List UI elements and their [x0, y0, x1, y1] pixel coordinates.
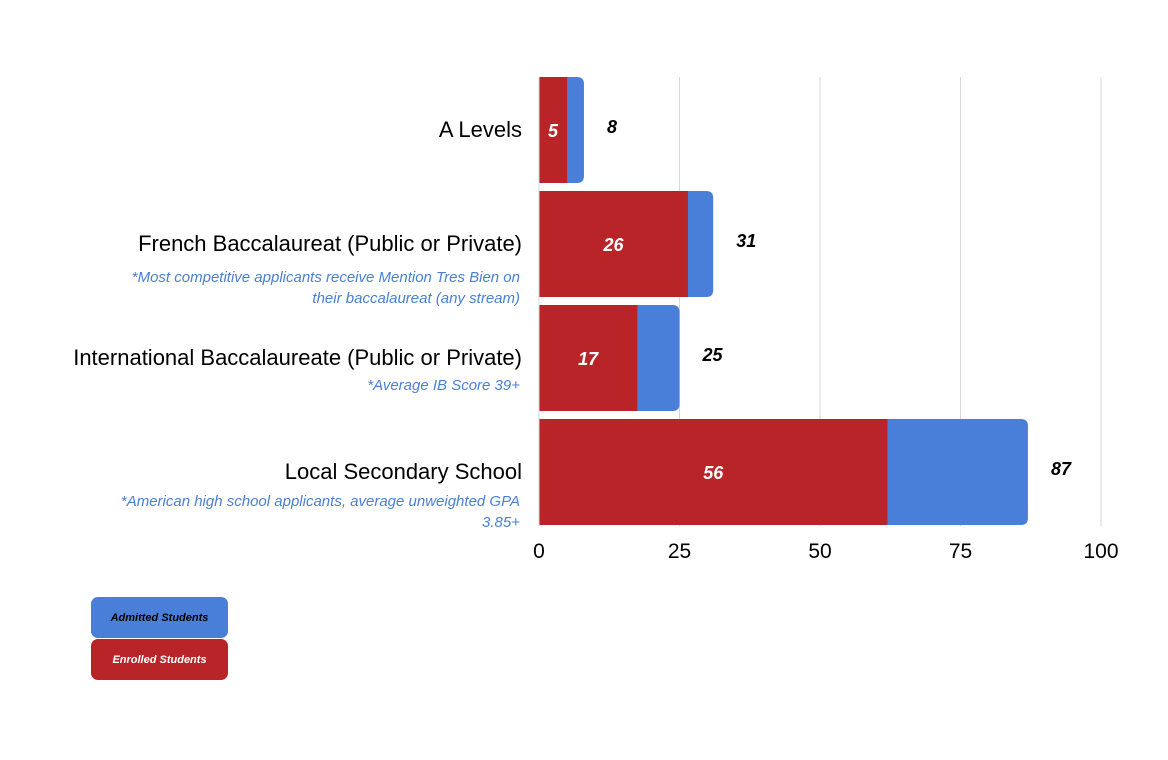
x-tick-label-50: 50	[808, 540, 831, 563]
category-label-ib: International Baccalaureate (Public or P…	[73, 345, 522, 370]
bar-enrolled-3	[539, 419, 888, 525]
x-tick-label-100: 100	[1083, 540, 1118, 563]
data-label-enrolled-1: 26	[602, 235, 624, 255]
category-note-local-secondary: *American high school applicants, averag…	[120, 493, 520, 531]
legend-item-enrolled: Enrolled Students	[91, 639, 228, 680]
bar-enrolled-1	[539, 191, 688, 297]
legend-label-enrolled: Enrolled Students	[112, 653, 207, 666]
bar-enrolled-2	[539, 305, 638, 411]
data-label-enrolled-2: 17	[578, 349, 599, 369]
data-label-enrolled-0: 5	[548, 121, 559, 141]
data-label-admitted-0: 8	[607, 117, 617, 137]
legend-item-admitted: Admitted Students	[91, 597, 228, 638]
category-label-local-secondary: Local Secondary School	[284, 459, 522, 484]
data-label-enrolled-3: 56	[703, 463, 724, 483]
x-tick-label-0: 0	[533, 540, 545, 563]
x-tick-label-75: 75	[949, 540, 972, 563]
category-label-a-levels: A Levels	[438, 117, 522, 142]
category-note-french-bac: *Most competitive applicants receive Men…	[131, 269, 520, 307]
data-label-admitted-1: 31	[736, 231, 756, 251]
data-label-admitted-2: 25	[702, 345, 724, 365]
legend-label-admitted: Admitted Students	[110, 611, 209, 624]
x-tick-label-25: 25	[668, 540, 691, 563]
category-note-ib: *Average IB Score 39+	[367, 377, 520, 394]
data-label-admitted-3: 87	[1051, 459, 1072, 479]
category-label-french-bac: French Baccalaureat (Public or Private)	[138, 231, 522, 256]
bar-enrolled-0	[539, 77, 568, 183]
